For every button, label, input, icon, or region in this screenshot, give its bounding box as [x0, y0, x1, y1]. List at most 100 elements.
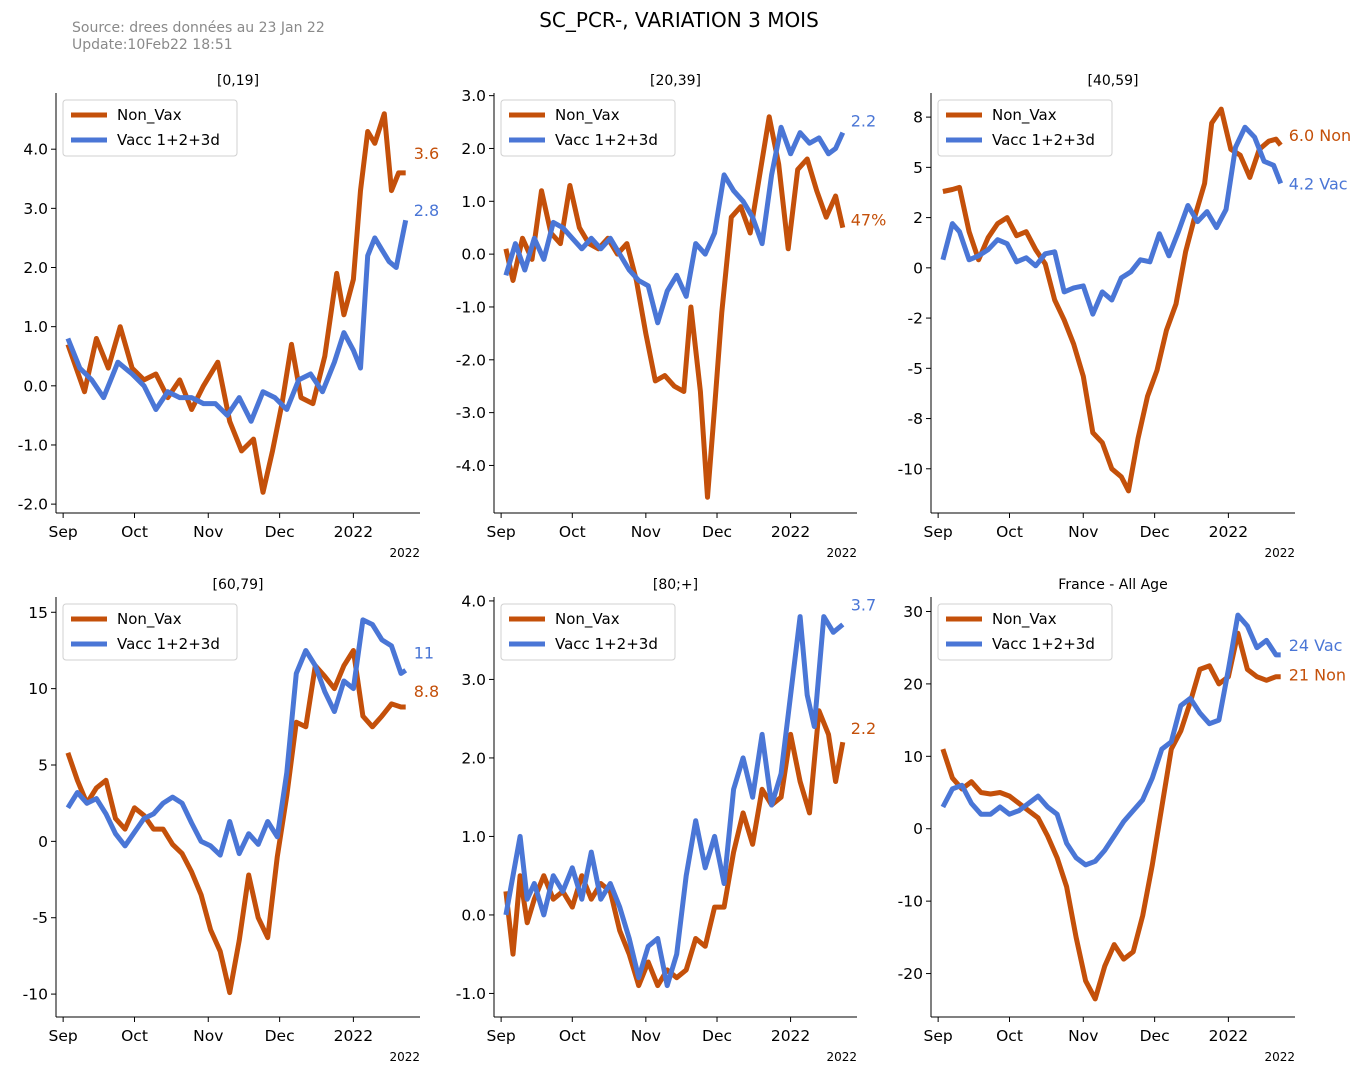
- y-tick-label: 1.0: [23, 318, 48, 336]
- figure-title: SC_PCR-, VARIATION 3 MOIS: [539, 8, 819, 32]
- x-tick-label: Sep: [49, 523, 78, 541]
- legend: Non_Vax Vacc 1+2+3d: [937, 603, 1113, 661]
- y-tick-label: 0.0: [461, 246, 486, 264]
- panel-title: [80;+]: [653, 577, 698, 593]
- y-tick-label: 8: [913, 109, 923, 127]
- legend-label: Vacc 1+2+3d: [117, 635, 220, 653]
- source-line: Source: drees données au 23 Jan 22: [72, 20, 325, 36]
- panel-title: [20,39]: [650, 73, 701, 89]
- x-tick-label: Sep: [487, 1027, 516, 1045]
- x-tick-label: 2022: [1209, 523, 1248, 541]
- legend: Non_Vax Vacc 1+2+3d: [62, 99, 238, 157]
- x-tick-label: Nov: [631, 1027, 661, 1045]
- legend-label: Vacc 1+2+3d: [555, 635, 658, 653]
- chart-panel-6: France - All Age 30 20 10 0 -10 -20 Sep Oct Nov De…: [898, 577, 1346, 1064]
- panel-title: [60,79]: [212, 577, 263, 593]
- x-tick-label: Nov: [1068, 523, 1098, 541]
- y-tick-label: 2.0: [23, 259, 48, 277]
- x-tick-label: Oct: [996, 523, 1023, 541]
- legend-label: Non_Vax: [992, 610, 1057, 629]
- x-tick-label: Oct: [996, 1027, 1023, 1045]
- x-tick-label: Dec: [1140, 1027, 1170, 1045]
- y-tick-label: -3.0: [456, 404, 486, 422]
- legend-label: Non_Vax: [117, 610, 182, 629]
- chart-panel-5: [80;+] 4.0 3.0 2.0 1.0 0.0 -1.0 Sep Oct Nov Dec 202…: [456, 577, 876, 1064]
- x-tick-label: 2022: [771, 1027, 810, 1045]
- end-label-vacc: 11: [414, 643, 434, 662]
- x-tick-label: Dec: [702, 523, 732, 541]
- x-year-note: 2022: [389, 1050, 420, 1064]
- y-tick-label: 5: [913, 159, 923, 177]
- chart-panel-2: [20,39] 3.0 2.0 1.0 0.0 -1.0 -2.0 -3.0 -4.0 Sep Oc…: [456, 73, 887, 560]
- y-tick-label: 4.0: [23, 141, 48, 159]
- y-tick-label: -5: [33, 909, 48, 927]
- legend-label: Vacc 1+2+3d: [992, 635, 1095, 653]
- y-tick-label: 4.0: [461, 592, 486, 610]
- end-label-vacc: 2.8: [414, 201, 439, 220]
- x-tick-label: 2022: [334, 1027, 373, 1045]
- y-tick-label: -4.0: [456, 457, 486, 475]
- legend-label: Vacc 1+2+3d: [555, 131, 658, 149]
- y-tick-label: -1.0: [456, 985, 486, 1003]
- x-tick-label: Nov: [1068, 1027, 1098, 1045]
- x-tick-label: 2022: [1209, 1027, 1248, 1045]
- x-tick-label: Nov: [193, 523, 223, 541]
- y-tick-label: 30: [903, 603, 923, 621]
- source-note: Source: drees données au 23 Jan 22 Updat…: [72, 20, 325, 54]
- y-tick-label: 1.0: [461, 193, 486, 211]
- y-tick-label: -20: [898, 965, 923, 983]
- end-label-non-vax: 47%: [851, 211, 887, 230]
- series-line-vacc: [940, 124, 1284, 317]
- y-tick-label: 2.0: [461, 749, 486, 767]
- chart-panel-3: [40,59] 8 5 2 0 -2 -5 -8 -10 Sep Oct Nov Dec 2022 2022…: [898, 73, 1351, 560]
- x-tick-label: Sep: [924, 523, 953, 541]
- y-tick-label: 5: [38, 757, 48, 775]
- x-tick-label: Dec: [702, 1027, 732, 1045]
- x-tick-label: Dec: [1140, 523, 1170, 541]
- x-tick-label: Sep: [924, 1027, 953, 1045]
- y-tick-label: 0: [913, 259, 923, 277]
- end-label-non-vax: 2.2: [851, 719, 876, 738]
- y-tick-label: 10: [903, 748, 923, 766]
- legend-label: Vacc 1+2+3d: [117, 131, 220, 149]
- panel-title: [0,19]: [217, 73, 259, 89]
- series-line-vacc: [65, 219, 409, 424]
- panel-title: France - All Age: [1058, 577, 1167, 593]
- end-label-non-vax: 3.6: [414, 144, 439, 163]
- y-tick-label: 20: [903, 675, 923, 693]
- y-tick-label: -10: [23, 986, 48, 1004]
- end-label-vacc: 24 Vac: [1289, 636, 1343, 655]
- x-year-note: 2022: [389, 546, 420, 560]
- y-tick-label: -8: [908, 410, 923, 428]
- y-tick-label: 0: [913, 820, 923, 838]
- series-line-non-vax: [65, 648, 406, 996]
- legend: Non_Vax Vacc 1+2+3d: [937, 99, 1113, 157]
- end-label-vacc: 4.2 Vac: [1289, 174, 1348, 193]
- x-tick-label: Dec: [265, 523, 295, 541]
- x-tick-label: Oct: [121, 1027, 148, 1045]
- series-line-non-vax: [503, 708, 846, 989]
- x-tick-label: 2022: [771, 523, 810, 541]
- series-line-non-vax: [942, 106, 1283, 494]
- legend-label: Non_Vax: [992, 106, 1057, 125]
- legend-label: Non_Vax: [117, 106, 182, 125]
- y-tick-label: 0: [38, 833, 48, 851]
- legend: Non_Vax Vacc 1+2+3d: [62, 603, 238, 661]
- series-line-vacc: [503, 614, 845, 989]
- y-tick-label: -1.0: [456, 298, 486, 316]
- end-label-vacc: 3.7: [851, 595, 876, 614]
- legend: Non_Vax Vacc 1+2+3d: [500, 603, 676, 661]
- end-label-non-vax: 8.8: [414, 682, 439, 701]
- y-tick-label: -2.0: [18, 496, 48, 514]
- series-line-vacc: [503, 124, 846, 326]
- y-tick-label: -10: [898, 460, 923, 478]
- y-tick-label: 3.0: [461, 671, 486, 689]
- y-tick-label: 3.0: [461, 87, 486, 105]
- y-tick-label: 3.0: [23, 200, 48, 218]
- y-tick-label: 10: [28, 680, 48, 698]
- series-line-vacc: [940, 612, 1281, 868]
- x-tick-label: Oct: [121, 523, 148, 541]
- end-label-vacc: 2.2: [851, 112, 876, 131]
- x-tick-label: Nov: [193, 1027, 223, 1045]
